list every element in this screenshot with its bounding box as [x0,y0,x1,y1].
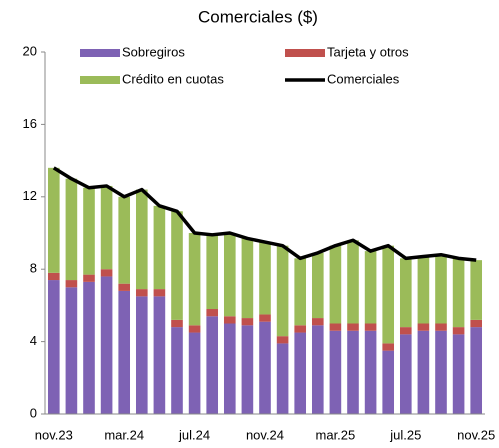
legend-label: Tarjeta y otros [327,44,409,59]
bar-segment [347,240,359,324]
bar-segment [435,323,447,331]
x-tick-label: nov.24 [246,427,284,442]
bar-segment [276,343,289,414]
bar-segment [83,274,95,282]
bar-segment [435,254,447,324]
legend-swatch [285,49,325,57]
bar-segment [188,332,201,414]
bar-segment [294,258,307,326]
bar-segment [100,185,113,270]
x-tick-label: nov.25 [457,427,495,442]
bar-segment [452,258,465,328]
bar-segment [382,350,395,414]
bar-segment [241,318,254,326]
y-tick-label: 8 [30,261,37,276]
bar-segment [100,276,113,414]
bar-segment [399,334,412,414]
bar-segment [188,325,201,333]
line [52,166,477,262]
bar-segment [65,178,78,281]
bar-segment [65,280,78,288]
bar-segment [452,327,465,335]
bar-segment [470,319,483,328]
bar-segment [399,258,412,328]
bar-segment [294,325,307,333]
bar-segment [206,234,219,310]
legend-swatch [80,76,120,84]
chart-title: Comerciales ($) [198,7,318,26]
bar-segment [171,327,183,414]
bar-segment [259,314,271,322]
x-tick-label: mar.24 [104,427,144,442]
bar-segment [364,330,377,414]
bar-segment [135,189,148,290]
y-tick-label: 0 [30,405,37,420]
bar-segment [171,319,183,328]
x-tick-label: jul.25 [389,427,421,442]
bar-segment [47,167,60,273]
bar-segment [417,256,430,324]
bar-segment [65,287,78,414]
bar-segment [311,325,324,414]
bar-segment [259,321,271,414]
bar-segment [417,323,430,331]
bar-segment [435,330,447,414]
bar-segment [118,283,131,291]
legend-label: Crédito en cuotas [122,71,224,86]
bar-segment [452,334,465,414]
bar-segment [47,280,60,414]
bar-segment [171,211,183,320]
bar-segment [135,289,148,297]
y-tick-label: 12 [23,188,37,203]
bar-segment [276,245,289,337]
bar-segment [223,316,236,324]
bar-segment [241,238,254,319]
bar-segment [223,323,236,414]
bar-segment [329,245,342,324]
bar-segment [223,233,236,317]
bar-segment [206,309,219,317]
bar-segment [83,187,95,275]
bar-segment [382,343,395,351]
x-tick-label: mar.25 [316,427,356,442]
legend-swatch [80,49,120,57]
bar-segment [364,251,377,324]
bar-segment [311,318,324,326]
y-tick-label: 16 [23,116,37,131]
bar-segment [135,296,148,414]
bar-segment [153,289,166,297]
bar-segment [294,332,307,414]
bar-segment [118,290,131,414]
x-tick-label: nov.23 [35,427,73,442]
bar-segment [206,316,219,414]
bar-segment [188,233,201,326]
bar-segment [417,330,430,414]
x-tick-label: jul.24 [178,427,210,442]
bar-segment [470,327,483,414]
bar-segment [118,196,131,284]
bar-segment [382,245,395,344]
bar-segment [329,330,342,414]
bar-segment [153,296,166,414]
bar-segment [83,281,95,414]
y-tick-label: 4 [30,333,37,348]
legend-label: Sobregiros [122,44,185,59]
bar-segment [259,242,271,315]
bar-segment [364,323,377,331]
bar-segment [329,323,342,331]
bar-segment [399,327,412,335]
bar-segment [347,323,359,331]
bar-segment [100,269,113,277]
bar-segment [276,336,289,344]
y-tick-label: 20 [23,43,37,58]
bar-segment [347,330,359,414]
bar-segment [470,260,483,320]
bar-segment [241,325,254,414]
legend-label: Comerciales [327,71,400,86]
bar-segment [47,272,60,281]
bar-segment [153,205,166,290]
bar-segment [311,252,324,319]
